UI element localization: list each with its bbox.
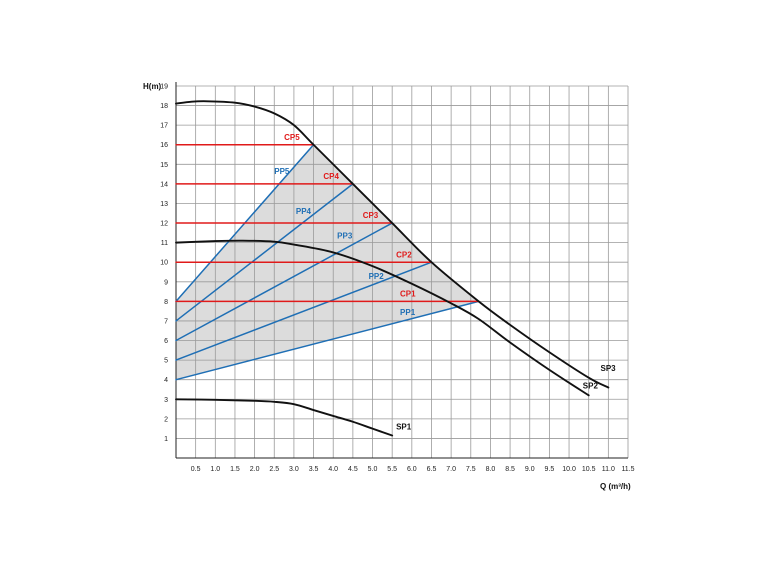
axis-layer: 0.5 1.0 1.5 2.0 2.5 3.0 3.5 4.0 4.5 5.0 5.5 6.0 6.5 7… xyxy=(160,82,635,473)
x-tick-label: 8.0 xyxy=(486,466,496,473)
x-tick-label: 6.0 xyxy=(407,466,417,473)
x-tick-label: 10.5 xyxy=(582,466,596,473)
y-tick-label: 12 xyxy=(160,221,168,228)
series-line-sp1 xyxy=(175,398,394,437)
y-tick-label: 13 xyxy=(160,201,168,208)
x-tick-label: 4.5 xyxy=(348,466,358,473)
curve-label-cp4: CP4 xyxy=(323,172,339,181)
curve-label-pp3: PP3 xyxy=(337,232,353,241)
y-tick-label: 3 xyxy=(164,397,168,404)
series-line-pp3 xyxy=(175,222,393,342)
y-tick-label: 6 xyxy=(164,338,168,345)
x-tick-label: 5.0 xyxy=(368,466,378,473)
x-tick-label: 0.5 xyxy=(191,466,201,473)
y-tick-label: 16 xyxy=(160,142,168,149)
x-tick-label: 2.5 xyxy=(269,466,279,473)
x-tick-label: 3.5 xyxy=(309,466,319,473)
x-tick-label: 5.5 xyxy=(387,466,397,473)
curve-label-cp5: CP5 xyxy=(284,133,300,142)
y-tick-label: 4 xyxy=(164,377,168,384)
y-tick-label: 9 xyxy=(164,279,168,286)
series-line-pp1 xyxy=(175,300,480,381)
y-tick-label: 15 xyxy=(160,162,168,169)
series-line-sp3 xyxy=(175,100,610,389)
y-tick-label: 19 xyxy=(160,84,168,91)
curve-label-pp5: PP5 xyxy=(274,167,290,176)
curve-label-sp2: SP2 xyxy=(583,381,599,390)
x-tick-label: 4.0 xyxy=(328,466,338,473)
y-tick-label: 8 xyxy=(164,299,168,306)
y-tick-label: 11 xyxy=(161,240,168,247)
curve-label-sp3: SP3 xyxy=(600,364,616,373)
y-tick-label: 1 xyxy=(164,436,168,443)
y-axis-title: H(m) xyxy=(143,82,162,91)
y-tick-label: 2 xyxy=(164,416,168,423)
x-tick-label: 9.5 xyxy=(545,466,555,473)
y-tick-label: 7 xyxy=(164,318,168,325)
curve-label-cp3: CP3 xyxy=(363,211,379,220)
x-tick-label: 1.5 xyxy=(230,466,240,473)
x-tick-label: 6.5 xyxy=(427,466,437,473)
series-line-pp4 xyxy=(175,183,354,322)
x-tick-label: 11.0 xyxy=(602,466,615,473)
x-tick-label: 9.0 xyxy=(525,466,535,473)
y-tick-label: 10 xyxy=(160,260,168,267)
curve-label-cp1: CP1 xyxy=(400,289,416,298)
x-tick-label: 10.0 xyxy=(562,466,576,473)
x-tick-label: 8.5 xyxy=(505,466,515,473)
x-tick-label: 7.0 xyxy=(446,466,456,473)
x-tick-label: 2.0 xyxy=(250,466,260,473)
x-axis-title: Q (m³/h) xyxy=(600,482,631,491)
curve-label-cp2: CP2 xyxy=(396,250,412,259)
curve-label-pp1: PP1 xyxy=(400,308,416,317)
series-layer xyxy=(175,100,610,437)
x-tick-label: 7.5 xyxy=(466,466,476,473)
y-tick-label: 18 xyxy=(160,103,168,110)
series-line-sp2 xyxy=(175,239,590,397)
x-tick-label: 1.0 xyxy=(210,466,220,473)
curve-label-pp2: PP2 xyxy=(369,272,385,281)
x-tick-label: 11.5 xyxy=(621,466,634,473)
y-tick-label: 5 xyxy=(164,358,168,365)
curve-label-pp4: PP4 xyxy=(296,207,312,216)
y-tick-label: 17 xyxy=(160,123,168,130)
y-tick-label: 14 xyxy=(160,181,168,188)
x-tick-label: 3.0 xyxy=(289,466,299,473)
series-line-pp2 xyxy=(175,261,433,361)
curve-label-sp1: SP1 xyxy=(396,423,412,432)
